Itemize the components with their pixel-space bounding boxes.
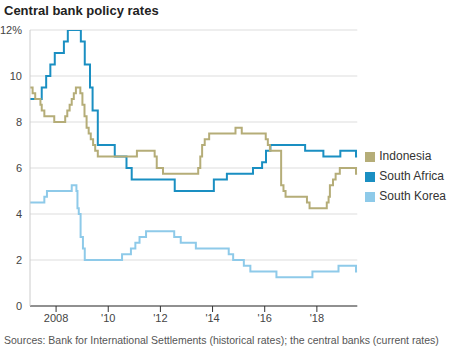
html-text:South Korea: South Korea	[379, 189, 446, 203]
html-text:Central bank policy rates: Central bank policy rates	[4, 3, 159, 18]
svg-text:2: 2	[16, 254, 22, 266]
svg-text:'12: '12	[153, 312, 167, 324]
svg-text:6: 6	[16, 162, 22, 174]
svg-text:10: 10	[10, 70, 22, 82]
svg-text:'18: '18	[310, 312, 324, 324]
html-text:South Africa: South Africa	[379, 169, 444, 183]
svg-text:0: 0	[16, 300, 22, 312]
html-text:Indonesia: Indonesia	[379, 149, 432, 163]
svg-text:2008: 2008	[44, 312, 68, 324]
svg-text:8: 8	[16, 116, 22, 128]
html-text:Sources: Bank for Internationa: Sources: Bank for International Settleme…	[4, 334, 439, 346]
svg-text:'16: '16	[258, 312, 272, 324]
svg-text:'14: '14	[205, 312, 219, 324]
svg-text:12%: 12%	[8, 24, 22, 36]
svg-text:'10: '10	[101, 312, 115, 324]
svg-text:4: 4	[16, 208, 22, 220]
